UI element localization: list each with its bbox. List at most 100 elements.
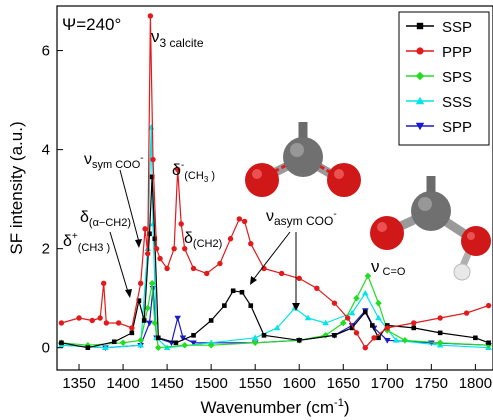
x-tick-label: 1350 xyxy=(62,375,95,392)
arrowhead-vasym-2 xyxy=(292,303,300,311)
data-point-sps xyxy=(148,280,156,287)
legend-label: SSS xyxy=(442,94,472,111)
legend-label: PPP xyxy=(442,44,472,61)
data-point-ppp xyxy=(236,216,243,222)
data-point-sps xyxy=(364,272,372,280)
x-tick-label: 1700 xyxy=(371,375,404,392)
data-point-ssp xyxy=(332,333,337,338)
data-point-ssp xyxy=(129,330,135,336)
data-point-sss xyxy=(361,289,369,296)
plot-frame xyxy=(56,5,493,371)
data-point-sps xyxy=(436,339,444,347)
data-point-ssp xyxy=(136,298,142,303)
data-point-ppp xyxy=(241,218,248,225)
data-point-ppp xyxy=(485,302,492,309)
data-point-ppp xyxy=(411,320,417,326)
data-point-ppp xyxy=(353,330,360,336)
data-point-ssp xyxy=(147,231,152,237)
x-tick-label: 1600 xyxy=(283,375,316,392)
data-point-ppp xyxy=(344,315,351,321)
data-point-ssp xyxy=(208,318,214,323)
data-point-ssp xyxy=(437,330,443,336)
data-point-spp xyxy=(190,340,197,347)
data-point-ssp xyxy=(239,289,245,295)
legend-box xyxy=(398,11,490,146)
data-point-ppp xyxy=(227,236,234,242)
data-point-ssp xyxy=(230,288,236,294)
x-tick-label: 1450 xyxy=(150,375,183,392)
data-point-ppp xyxy=(97,315,103,321)
data-point-ppp xyxy=(76,315,82,321)
data-point-ppp xyxy=(204,270,210,277)
data-point-ppp xyxy=(142,226,148,232)
legend-label: SPS xyxy=(442,69,472,86)
data-point-ssp xyxy=(111,339,117,345)
data-point-ssp xyxy=(85,345,91,351)
annotation-delta-ch2: δ(CH2) xyxy=(184,230,222,250)
data-point-spp xyxy=(174,315,181,322)
x-tick-label: 1800 xyxy=(459,375,492,392)
data-point-ssp xyxy=(191,333,196,338)
data-point-sss xyxy=(102,344,109,351)
x-tick-label: 1550 xyxy=(238,375,271,392)
data-point-ppp xyxy=(331,300,338,306)
legend-swatch-marker xyxy=(415,96,425,105)
y-tick-label: 4 xyxy=(42,142,50,159)
data-point-ssp xyxy=(152,236,158,242)
data-point-ppp xyxy=(278,270,285,277)
data-point-ppp xyxy=(100,280,107,287)
data-point-sps xyxy=(144,304,152,312)
series-layer xyxy=(58,13,492,352)
legend-swatch-marker xyxy=(415,122,425,131)
data-point-ppp xyxy=(217,260,223,267)
carboxylic-acid-molecule-illustration xyxy=(370,176,491,281)
annotation-vsym-coo: νsym COO- xyxy=(84,151,144,171)
arrowhead-vasym-1 xyxy=(250,276,257,285)
annotation-delta-plus-ch3: δ+(CH3 ) xyxy=(63,231,110,254)
data-point-ppp xyxy=(463,310,470,316)
data-point-sps xyxy=(339,319,347,327)
arrowhead-vsym xyxy=(135,239,142,248)
data-point-ssp xyxy=(155,335,161,341)
data-point-spp xyxy=(179,335,187,342)
legend-item-spp: SPP xyxy=(406,119,472,136)
annotation-v3-calcite: ν3 calcite xyxy=(151,27,204,50)
data-point-ssp xyxy=(173,340,179,346)
psi-label: Ψ=240° xyxy=(62,15,121,34)
arrow-vsym xyxy=(119,169,140,243)
data-point-sps xyxy=(119,339,127,347)
legend-items: SSP PPP SPS SSS SPP xyxy=(406,19,472,136)
data-point-sss xyxy=(273,324,281,331)
data-point-ppp xyxy=(190,265,197,272)
series-ppp xyxy=(58,13,492,351)
legend-label: SPP xyxy=(442,119,472,136)
data-point-sps xyxy=(181,341,189,349)
y-axis-label: SF intensity (a.u.) xyxy=(7,121,26,254)
legend-item-ssp: SSP xyxy=(406,19,472,36)
data-point-ssp xyxy=(296,337,302,343)
data-point-ppp xyxy=(58,320,65,326)
data-point-ssp xyxy=(362,309,368,315)
arrow-d-alpha xyxy=(109,231,129,293)
data-point-ppp xyxy=(248,241,254,247)
data-point-spp xyxy=(384,337,391,344)
data-point-ppp xyxy=(314,285,320,291)
carboxylate-molecule-illustration xyxy=(245,122,361,197)
legend-label: SSP xyxy=(442,19,472,36)
annotation-vasym-coo: νasym COO- xyxy=(266,208,337,228)
data-point-ppp xyxy=(129,325,135,331)
x-tick-label: 1500 xyxy=(194,375,227,392)
data-point-sps xyxy=(151,319,159,327)
data-point-ppp xyxy=(174,166,181,173)
data-point-ppp xyxy=(371,335,377,341)
data-point-ppp xyxy=(150,156,156,163)
data-point-ssp xyxy=(59,340,64,346)
legend-item-sss: SSS xyxy=(406,94,472,111)
data-point-ppp xyxy=(296,275,302,282)
data-point-sss xyxy=(375,314,382,321)
data-point-ssp xyxy=(473,335,478,341)
data-point-sps xyxy=(207,341,215,349)
data-point-ssp xyxy=(141,318,147,323)
data-point-ppp xyxy=(89,317,95,324)
data-point-sps xyxy=(137,336,144,344)
